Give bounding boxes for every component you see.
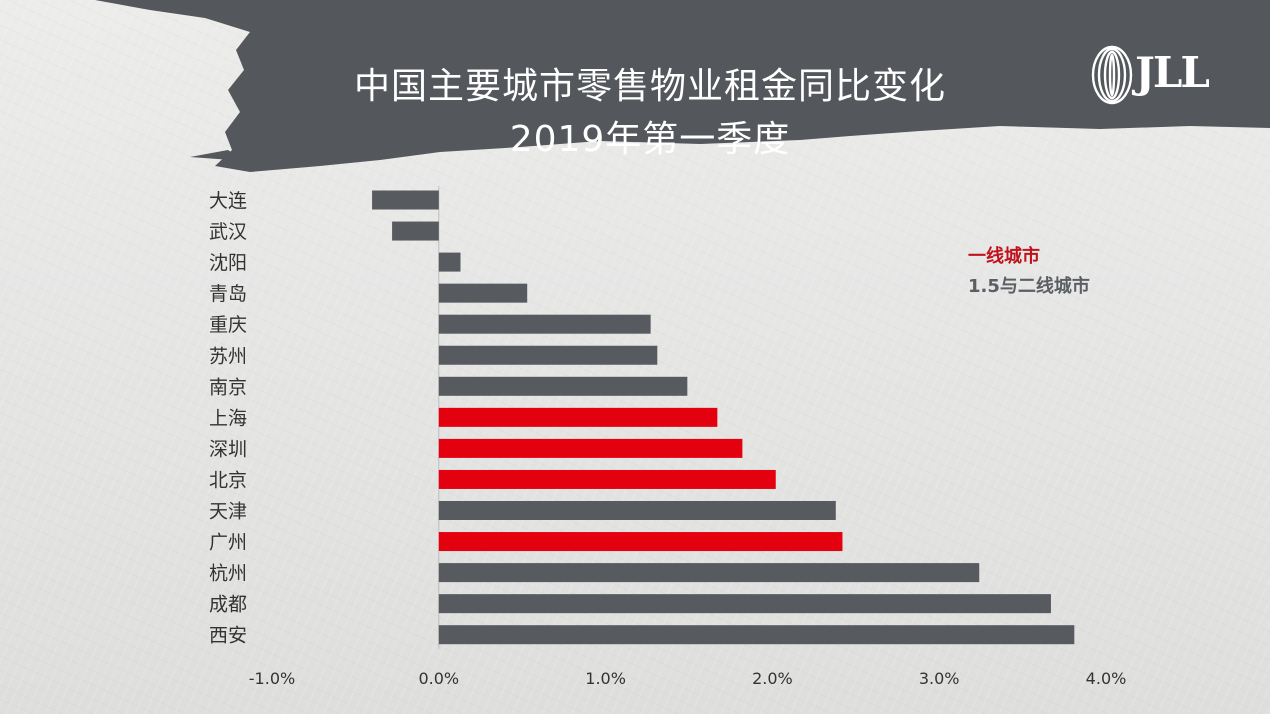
bar-上海 [438,407,718,427]
bar-成都 [438,594,1051,614]
bar-深圳 [438,438,743,458]
category-label: 苏州 [209,345,247,367]
bar-西安 [438,625,1075,645]
category-label: 广州 [209,532,247,554]
bar-北京 [438,469,776,489]
category-label: 成都 [209,594,247,616]
category-label: 青岛 [209,283,247,305]
x-tick-label: -1.0% [249,669,295,688]
x-tick-label: 2.0% [752,669,793,688]
chart-title: 中国主要城市零售物业租金同比变化 [353,66,946,107]
bar-天津 [438,501,836,520]
bar-南京 [438,376,688,396]
category-label: 上海 [209,407,247,429]
bar-青岛 [438,283,528,303]
title-banner [95,0,1270,172]
bar-武汉 [392,221,439,241]
category-label: 重庆 [209,314,247,336]
category-label: 杭州 [209,563,247,585]
chart-subtitle: 2019年第一季度 [509,119,791,160]
category-label: 深圳 [209,438,247,460]
category-label: 大连 [209,190,247,212]
bar-杭州 [438,563,980,583]
bar-苏州 [438,345,658,365]
x-tick-label: 4.0% [1086,669,1127,688]
category-label: 南京 [209,376,247,398]
x-tick-label: 1.0% [585,669,626,688]
x-tick-label: 3.0% [919,669,960,688]
category-label: 北京 [209,469,247,491]
bar-广州 [438,532,843,552]
category-label: 武汉 [209,221,247,243]
category-label: 沈阳 [209,252,247,274]
bar-重庆 [438,314,651,334]
legend-tier1-label: 一线城市 [968,246,1040,267]
category-label: 天津 [209,501,247,523]
bar-沈阳 [438,252,461,272]
category-label: 西安 [209,625,247,647]
jll-logo-text: JLL [1135,48,1210,97]
jll-logo-icon [1091,45,1133,105]
bar-大连 [372,190,439,210]
legend-tier2-label: 1.5与二线城市 [968,276,1090,297]
x-tick-label: 0.0% [418,669,459,688]
